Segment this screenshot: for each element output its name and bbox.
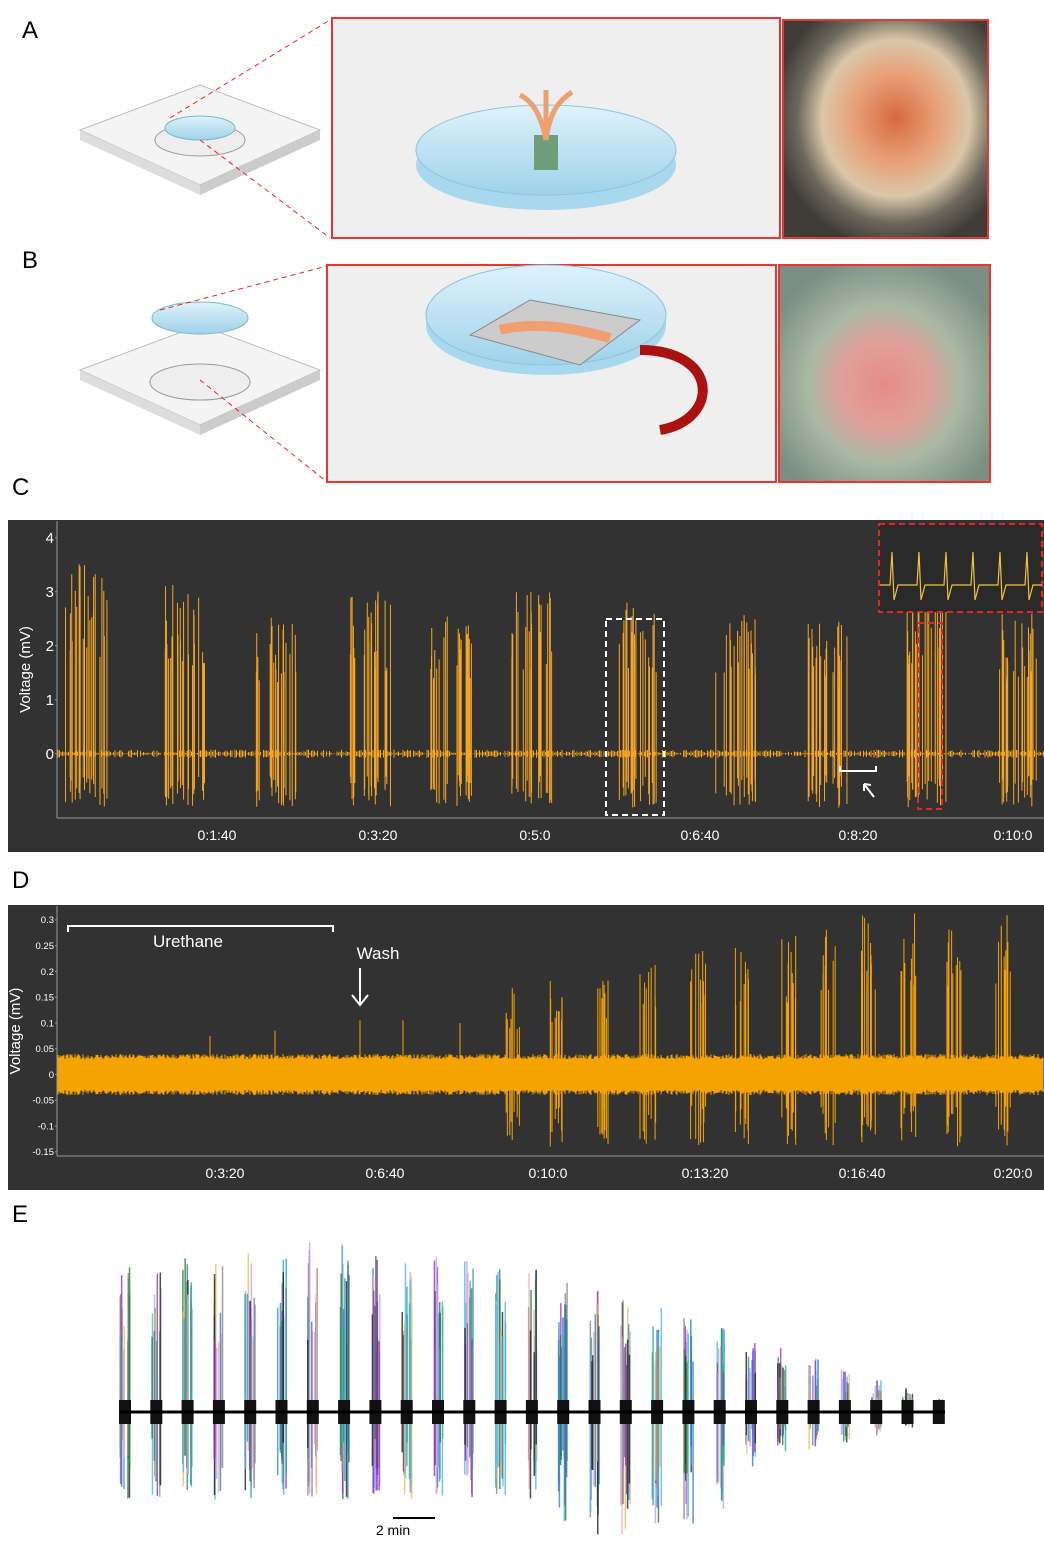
annotation: Urethane bbox=[153, 932, 223, 951]
y-tick-label: -0.05 bbox=[32, 1096, 54, 1107]
figure: 0 1 2 3 4 0:1:40 0:3:20 0:5:0 0:6:40 0:8:20 0:10:0… bbox=[0, 0, 1044, 1540]
y-axis-label: Voltage (mV) bbox=[7, 988, 24, 1075]
y-tick-label: 4 bbox=[46, 530, 54, 547]
x-tick-label: 0:16:40 bbox=[839, 1165, 886, 1181]
y-tick-label: 0 bbox=[46, 746, 54, 763]
y-tick-label: 0.15 bbox=[36, 993, 55, 1004]
annotation: Wash bbox=[357, 944, 400, 963]
x-tick-label: 0:3:20 bbox=[206, 1165, 245, 1181]
x-tick-label: 0:6:40 bbox=[681, 827, 720, 843]
y-tick-label: 0.25 bbox=[36, 941, 55, 952]
x-tick-label: 0:8:20 bbox=[839, 827, 878, 843]
panel-label: A bbox=[22, 17, 38, 44]
y-tick-label: -0.1 bbox=[38, 1121, 54, 1132]
y-axis-label: Voltage (mV) bbox=[17, 626, 34, 713]
panel-e-plot bbox=[119, 1242, 945, 1534]
y-tick-label: 0 bbox=[49, 1070, 54, 1081]
x-tick-label: 0:1:40 bbox=[198, 827, 237, 843]
x-tick-label: 0:10:0 bbox=[529, 1165, 568, 1181]
page: 0 1 2 3 4 0:1:40 0:3:20 0:5:0 0:6:40 0:8:20 0:10:0… bbox=[0, 0, 1044, 1545]
x-tick-label: 0:20:0 bbox=[994, 1165, 1033, 1181]
y-tick-label: 0.2 bbox=[41, 967, 54, 978]
x-tick-label: 0:6:40 bbox=[366, 1165, 405, 1181]
panel-b-illustration bbox=[80, 265, 990, 482]
x-tick-label: 0:10:0 bbox=[994, 827, 1033, 843]
panel-a-illustration bbox=[80, 18, 988, 238]
y-tick-label: 0.1 bbox=[41, 1018, 54, 1029]
panel-label: D bbox=[12, 867, 29, 894]
y-tick-label: 3 bbox=[46, 584, 54, 601]
y-tick-label: 0.05 bbox=[36, 1044, 55, 1055]
y-tick-label: -0.15 bbox=[32, 1147, 54, 1158]
panel-label: B bbox=[22, 247, 38, 274]
x-tick-label: 0:5:0 bbox=[519, 827, 550, 843]
y-tick-label: 1 bbox=[46, 692, 54, 709]
y-tick-label: 0.3 bbox=[41, 915, 54, 926]
y-tick-label: 2 bbox=[46, 638, 54, 655]
x-tick-label: 0:3:20 bbox=[359, 827, 398, 843]
panel-label: C bbox=[12, 474, 29, 501]
x-tick-label: 0:13:20 bbox=[682, 1165, 729, 1181]
inset-box bbox=[879, 524, 1042, 612]
scalebar-label: 2 min bbox=[376, 1522, 410, 1538]
panel-label: E bbox=[12, 1201, 28, 1228]
